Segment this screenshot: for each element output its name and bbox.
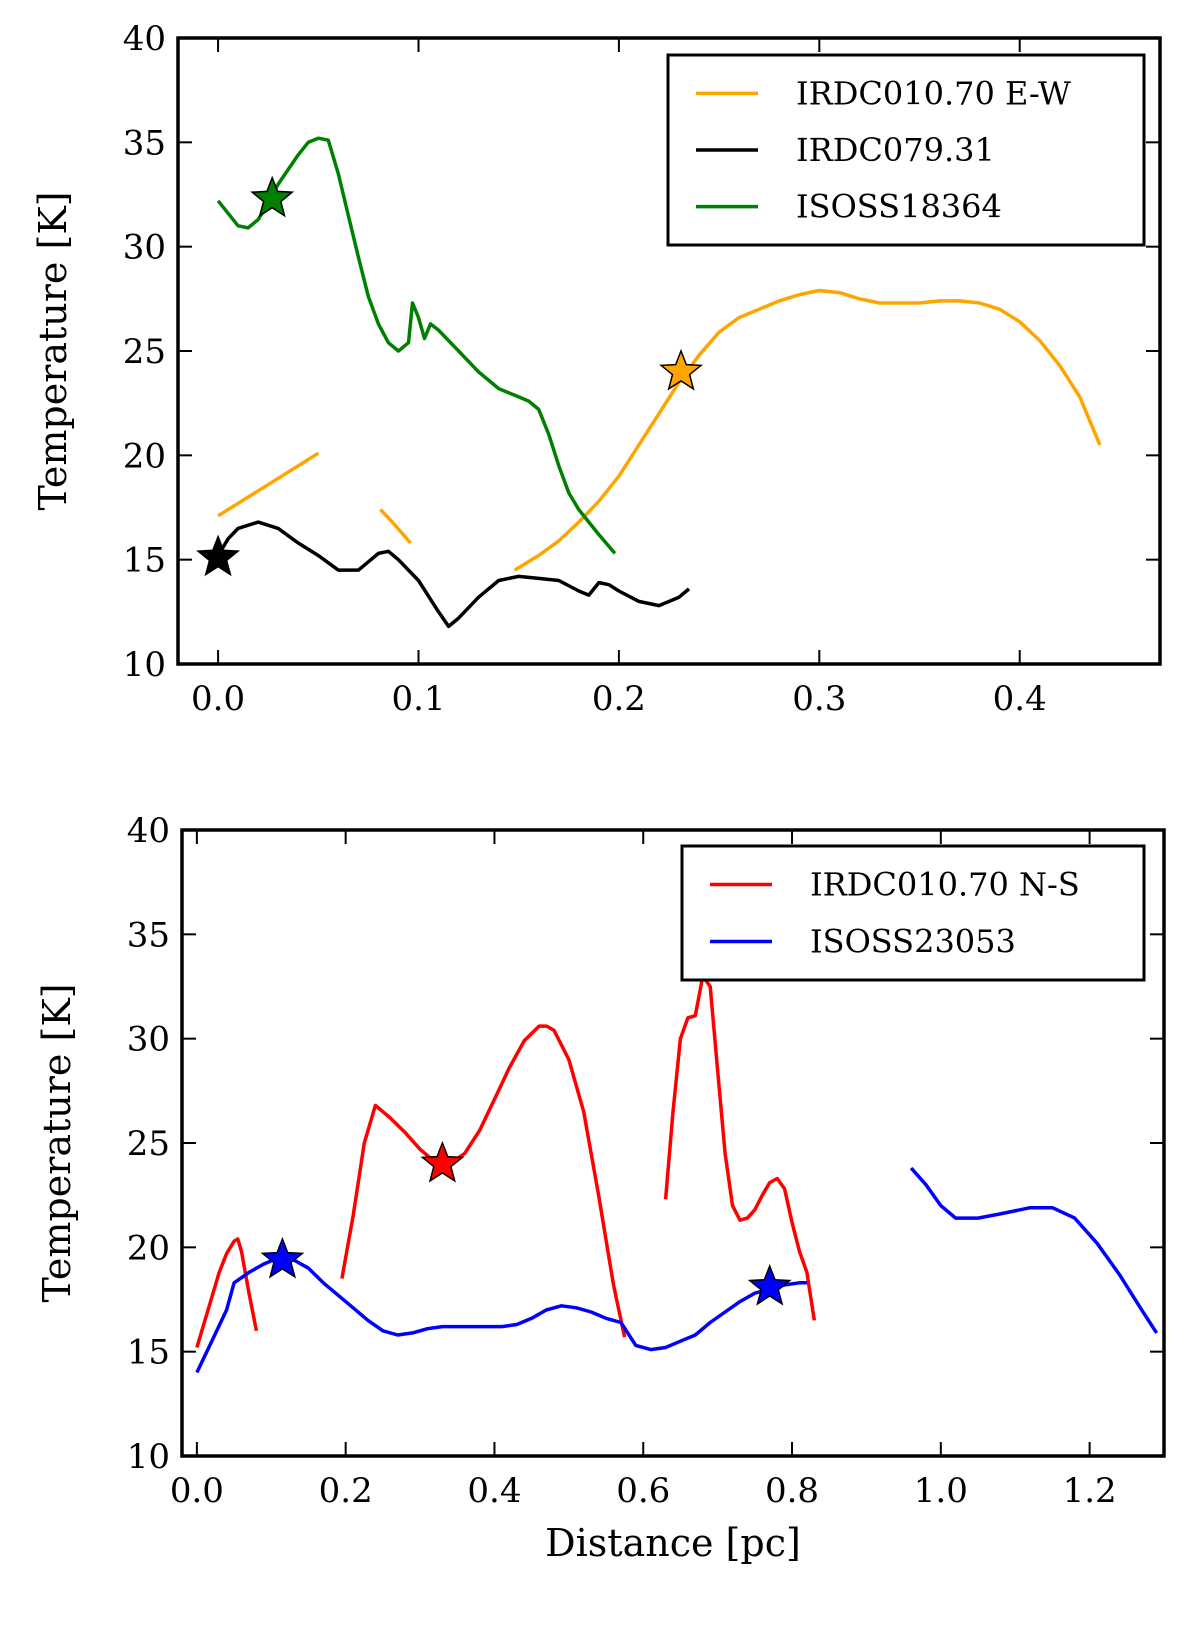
bottom-chart-x-tick-label: 0.2 [319, 1471, 373, 1511]
star-marker-irdc010-70-e-w-0 [659, 348, 703, 391]
series-line-isoss18364-segment-0 [216, 136, 617, 555]
series-line-irdc010-70-n-s-segment-2 [663, 974, 817, 1321]
bottom-chart-x-tick-label: 1.2 [1063, 1471, 1117, 1511]
bottom-chart-x-tick-label: 0.0 [170, 1471, 224, 1511]
bottom-chart-x-tick-label: 0.8 [765, 1471, 819, 1511]
top-chart-star-markers [196, 175, 703, 577]
top-chart-y-tick-label: 15 [123, 541, 166, 581]
top-chart-x-tick-label: 0.3 [792, 679, 846, 719]
bottom-chart-series [195, 974, 1159, 1374]
bottom-chart-y-tick-label: 40 [127, 811, 170, 851]
legend-entry-label: ISOSS18364 [796, 188, 1002, 226]
legend-entry-label: IRDC010.70 E-W [796, 74, 1071, 112]
bottom-chart-y-tick-label: 10 [127, 1437, 170, 1477]
bottom-chart-y-tick-label: 20 [127, 1228, 170, 1268]
series-line-irdc010-70-e-w-segment-0 [217, 451, 320, 518]
bottom-chart-star-markers [260, 1140, 792, 1306]
bottom-chart-y-tick-label: 35 [127, 915, 170, 955]
bottom-chart-ticks: 0.0 0.2 0.4 0.6 0.8 1.0 1.2 10 15 20 25 30 35 40 [127, 811, 1164, 1511]
legend-entry-label: IRDC010.70 N-S [810, 866, 1080, 904]
bottom-chart-x-tick-label: 0.4 [467, 1471, 521, 1511]
top-chart-legend: IRDC010.70 E-W IRDC079.31 ISOSS18364 [666, 53, 1146, 247]
bottom-chart-legend: IRDC010.70 N-S ISOSS23053 [680, 844, 1146, 982]
series-line-irdc010-70-n-s-segment-1 [340, 1024, 627, 1338]
top-chart: 0.0 0.1 0.2 0.3 0.4 10 15 20 25 30 35 40 Temperatur… [31, 19, 1162, 719]
series-line-irdc010-70-n-s-segment-0 [195, 1237, 259, 1348]
top-chart-x-tick-label: 0.0 [191, 679, 245, 719]
bottom-chart: 0.0 0.2 0.4 0.6 0.8 1.0 1.2 10 15 20 25 30 35 40 Temp… [35, 811, 1166, 1565]
bottom-chart-x-axis-label: Distance [pc] [545, 1521, 801, 1565]
top-chart-y-tick-label: 40 [123, 19, 166, 59]
star-marker-irdc079-31-0 [196, 534, 241, 577]
star-marker-isoss18364-0 [250, 175, 295, 218]
top-chart-x-tick-label: 0.2 [592, 679, 646, 719]
top-chart-y-axis-label: Temperature [K] [31, 191, 75, 510]
series-line-irdc079-31-segment-0 [216, 520, 691, 629]
top-chart-y-tick-label: 25 [123, 332, 166, 372]
bottom-chart-x-tick-label: 0.6 [616, 1471, 670, 1511]
star-marker-isoss23053-1 [747, 1263, 792, 1306]
top-chart-ticks: 0.0 0.1 0.2 0.3 0.4 10 15 20 25 30 35 40 [123, 19, 1160, 719]
top-chart-x-tick-label: 0.4 [993, 679, 1047, 719]
bottom-chart-y-axis-label: Temperature [K] [35, 983, 79, 1302]
top-chart-y-tick-label: 35 [123, 123, 166, 163]
bottom-chart-y-tick-label: 25 [127, 1124, 170, 1164]
series-line-isoss23053-segment-1 [909, 1166, 1159, 1334]
top-chart-y-tick-label: 30 [123, 228, 166, 268]
bottom-chart-x-tick-label: 1.0 [914, 1471, 968, 1511]
top-chart-series [216, 136, 1102, 629]
legend-entry-label: IRDC079.31 [796, 131, 995, 169]
legend-entry-label: ISOSS23053 [810, 923, 1016, 961]
bottom-chart-y-tick-label: 30 [127, 1020, 170, 1060]
series-line-irdc010-70-e-w-segment-2 [513, 288, 1102, 572]
star-marker-irdc010-70-n-s-0 [420, 1140, 465, 1183]
top-chart-x-tick-label: 0.1 [391, 679, 445, 719]
series-line-irdc010-70-e-w-segment-1 [379, 508, 412, 545]
star-marker-isoss23053-0 [260, 1236, 305, 1279]
bottom-chart-y-tick-label: 15 [127, 1333, 170, 1373]
top-chart-y-tick-label: 10 [123, 645, 166, 685]
top-chart-y-tick-label: 20 [123, 436, 166, 476]
bottom-chart-legend-box [680, 844, 1146, 982]
series-line-isoss23053-segment-0 [195, 1256, 807, 1374]
